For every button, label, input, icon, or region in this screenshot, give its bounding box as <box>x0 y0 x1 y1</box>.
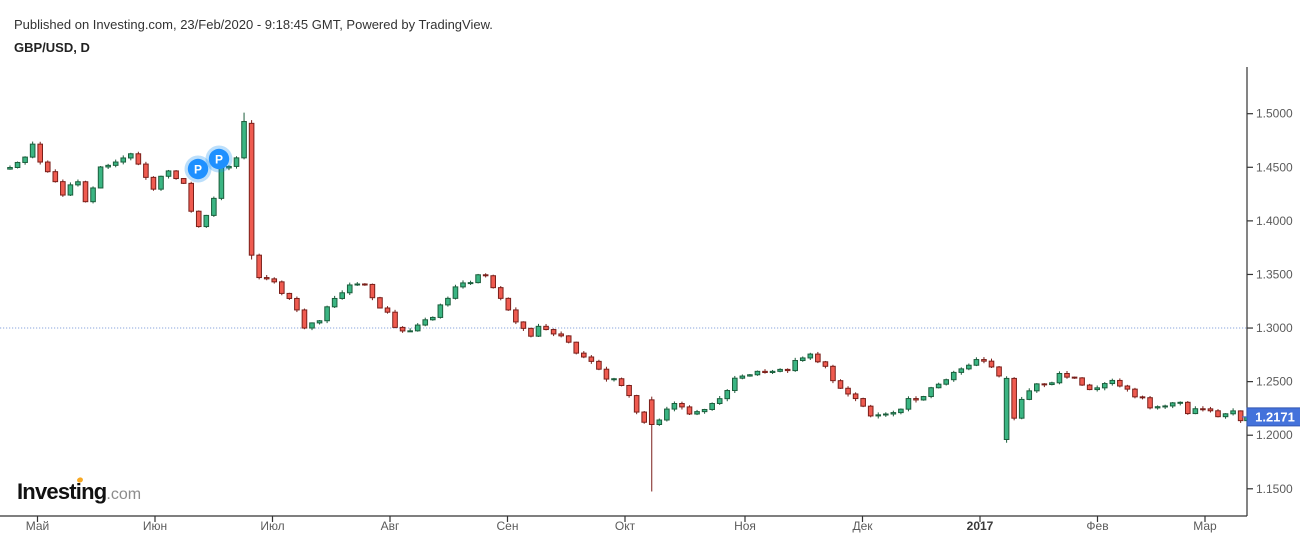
svg-text:P: P <box>194 162 202 176</box>
svg-text:1.4000: 1.4000 <box>1256 214 1293 228</box>
svg-text:1.2500: 1.2500 <box>1256 375 1293 389</box>
svg-text:Июн: Июн <box>143 519 167 533</box>
svg-text:2017: 2017 <box>967 519 994 533</box>
svg-text:1.2000: 1.2000 <box>1256 428 1293 442</box>
svg-text:1.2171: 1.2171 <box>1255 409 1295 424</box>
svg-text:Дек: Дек <box>852 519 873 533</box>
svg-text:Май: Май <box>26 519 50 533</box>
svg-text:Ноя: Ноя <box>734 519 756 533</box>
svg-text:P: P <box>215 152 223 166</box>
svg-text:Июл: Июл <box>260 519 284 533</box>
svg-text:1.3000: 1.3000 <box>1256 321 1293 335</box>
svg-text:1.1500: 1.1500 <box>1256 482 1293 496</box>
svg-text:Авг: Авг <box>381 519 400 533</box>
svg-text:1.4500: 1.4500 <box>1256 160 1293 174</box>
svg-text:1.3500: 1.3500 <box>1256 267 1293 281</box>
svg-text:Мар: Мар <box>1193 519 1217 533</box>
svg-text:Окт: Окт <box>615 519 636 533</box>
svg-text:1.5000: 1.5000 <box>1256 107 1293 121</box>
svg-text:Сен: Сен <box>497 519 519 533</box>
svg-text:Фев: Фев <box>1086 519 1108 533</box>
